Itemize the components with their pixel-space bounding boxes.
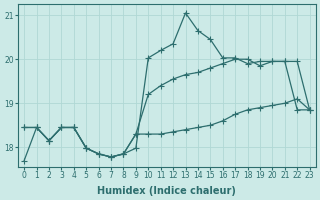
X-axis label: Humidex (Indice chaleur): Humidex (Indice chaleur) <box>98 186 236 196</box>
